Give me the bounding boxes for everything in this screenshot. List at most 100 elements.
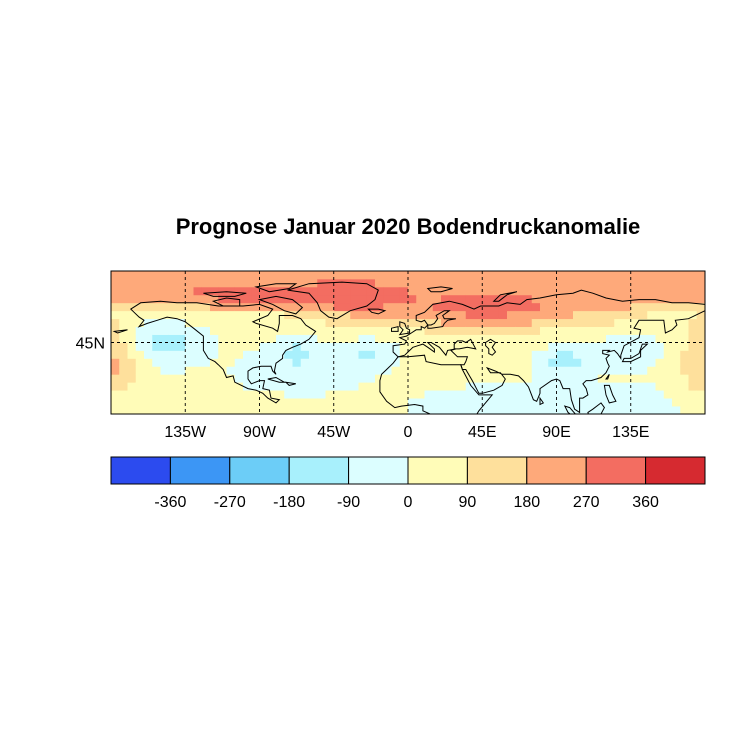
heat-cell xyxy=(449,342,458,351)
anomaly-field xyxy=(111,271,705,414)
heat-cell xyxy=(432,278,442,288)
heat-cell xyxy=(358,374,368,383)
heat-cell xyxy=(185,406,194,414)
heat-cell xyxy=(432,326,442,335)
heat-cell xyxy=(663,398,673,407)
heat-cell xyxy=(507,398,516,407)
heat-cell xyxy=(358,294,368,304)
colorbar-label: 90 xyxy=(459,494,477,511)
chart-title: Prognose Januar 2020 Bodendruckanomalie xyxy=(176,214,641,239)
heat-cell xyxy=(573,342,582,351)
heat-cell xyxy=(276,334,285,343)
heat-cell xyxy=(540,326,549,335)
heat-cell xyxy=(342,302,351,312)
heat-cell xyxy=(135,334,145,343)
heat-cell xyxy=(589,286,599,296)
heat-cell xyxy=(457,406,467,414)
heat-cell xyxy=(135,326,145,335)
heat-cell xyxy=(622,318,632,328)
heat-cell xyxy=(234,326,244,335)
heat-cell xyxy=(507,374,516,383)
heat-cell xyxy=(399,271,409,280)
heat-cell xyxy=(218,390,227,399)
heat-cell xyxy=(259,310,269,320)
heat-cell xyxy=(358,406,368,414)
heat-cell xyxy=(556,286,566,296)
x-tick-label: 90E xyxy=(542,424,570,441)
heat-cell xyxy=(490,310,500,320)
heat-cell xyxy=(556,302,566,312)
heat-cell xyxy=(251,406,260,414)
heat-cell xyxy=(474,334,483,343)
heat-cell xyxy=(556,374,566,383)
heat-cell xyxy=(317,398,326,407)
heat-cell xyxy=(523,366,533,375)
heat-cell xyxy=(383,334,392,343)
heat-cell xyxy=(210,318,219,328)
heat-cell xyxy=(168,326,178,335)
heat-cell xyxy=(548,326,557,335)
heat-cell xyxy=(111,302,120,312)
heat-cell xyxy=(564,278,574,288)
heat-cell xyxy=(490,358,500,367)
heat-cell xyxy=(177,271,186,280)
heat-cell xyxy=(292,326,302,335)
heat-cell xyxy=(424,278,434,288)
heat-cell xyxy=(201,334,211,343)
heat-cell xyxy=(672,366,681,375)
heat-cell xyxy=(342,271,351,280)
heat-cell xyxy=(688,271,698,280)
heat-cell xyxy=(185,318,194,328)
heat-cell xyxy=(581,398,590,407)
heat-cell xyxy=(111,366,120,375)
heat-cell xyxy=(540,342,549,351)
heat-cell xyxy=(540,302,549,312)
heat-cell xyxy=(507,302,516,312)
heat-cell xyxy=(564,310,574,320)
heat-cell xyxy=(152,342,161,351)
heat-cell xyxy=(556,390,566,399)
heat-cell xyxy=(333,310,343,320)
heat-cell xyxy=(284,302,293,312)
heat-cell xyxy=(111,342,120,351)
heat-cell xyxy=(672,302,681,312)
heat-cell xyxy=(366,358,376,367)
heat-cell xyxy=(523,390,533,399)
heat-cell xyxy=(399,398,409,407)
heat-cell xyxy=(234,294,244,304)
heat-cell xyxy=(622,294,632,304)
heat-cell xyxy=(597,318,607,328)
heat-cell xyxy=(358,318,368,328)
heat-cell xyxy=(424,326,434,335)
heat-cell xyxy=(350,271,359,280)
heat-cell xyxy=(342,326,351,335)
heat-cell xyxy=(168,318,178,328)
heat-cell xyxy=(548,398,557,407)
heat-cell xyxy=(416,406,425,414)
heat-cell xyxy=(531,271,541,280)
heat-cell xyxy=(696,382,705,391)
heat-cell xyxy=(135,366,145,375)
heat-cell xyxy=(276,358,285,367)
heat-cell xyxy=(135,278,145,288)
heat-cell xyxy=(292,390,302,399)
heat-cell xyxy=(441,366,450,375)
heat-cell xyxy=(515,271,524,280)
heat-cell xyxy=(333,366,343,375)
heat-cell xyxy=(432,374,442,383)
heat-cell xyxy=(284,310,293,320)
heat-cell xyxy=(127,278,137,288)
heat-cell xyxy=(474,294,483,304)
heat-cell xyxy=(424,366,434,375)
heat-cell xyxy=(498,342,508,351)
heat-cell xyxy=(449,390,458,399)
heat-cell xyxy=(292,310,302,320)
heat-cell xyxy=(424,398,434,407)
heat-cell xyxy=(515,302,524,312)
heat-cell xyxy=(507,318,516,328)
heat-cell xyxy=(309,294,318,304)
heat-cell xyxy=(259,382,269,391)
heat-cell xyxy=(449,326,458,335)
heat-cell xyxy=(663,278,673,288)
